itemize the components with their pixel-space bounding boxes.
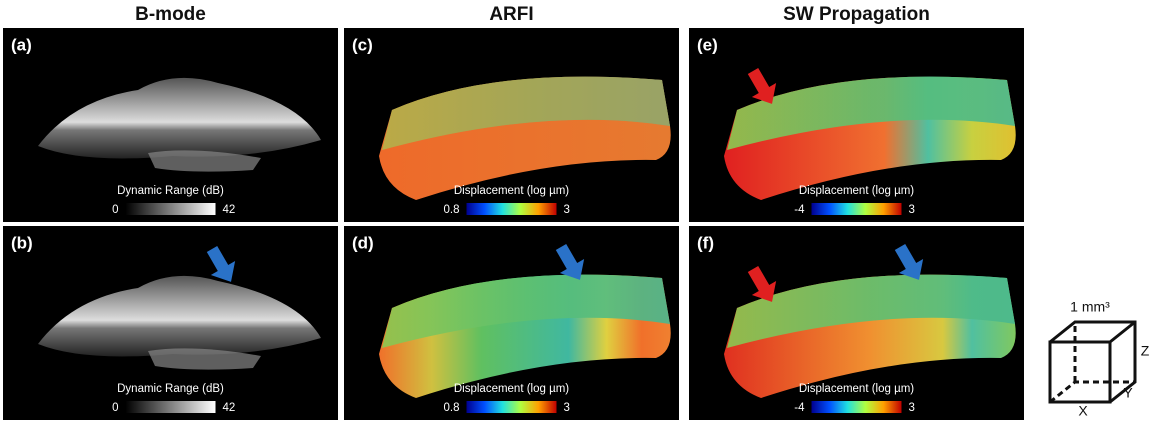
panel-label: (e) (697, 35, 718, 54)
panel-label: (d) (352, 233, 374, 252)
colorbar (126, 401, 216, 413)
colorbar-max: 3 (909, 402, 915, 414)
axis-z-label: Z (1141, 343, 1150, 359)
axis-x-label: X (1078, 403, 1088, 419)
column-title: ARFI (489, 4, 533, 25)
panel: (b) Dynamic Range (dB) 0 42 (3, 226, 338, 420)
panel: (f) Displacement (log µm) -4 3 (689, 226, 1024, 420)
colorbar-min: 0 (112, 402, 118, 414)
panel-label: (f) (697, 233, 714, 252)
panel: (c) Displacement (log µm) 0.8 3 (344, 28, 679, 222)
colorbar (467, 401, 557, 413)
axis-y-label: Y (1123, 385, 1133, 401)
colorbar-title: Displacement (log µm) (454, 185, 569, 197)
colorbar-min: -4 (794, 204, 805, 216)
colorbar-title: Displacement (log µm) (799, 185, 914, 197)
panel: (e) Displacement (log µm) -4 3 (689, 28, 1024, 222)
figure: B-mode ARFI SW Propagation (a) Dynamic Rang… (0, 0, 1155, 422)
panel: (d) Displacement (log µm) 0.8 3 (344, 226, 679, 420)
colorbar-title: Displacement (log µm) (454, 383, 569, 395)
colorbar (812, 401, 902, 413)
colorbar (812, 203, 902, 215)
colorbar-max: 42 (223, 204, 236, 216)
panel-label: (b) (11, 233, 33, 252)
colorbar-min: 0.8 (444, 204, 460, 216)
panel: (a) Dynamic Range (dB) 0 42 (3, 28, 338, 222)
colorbar (467, 203, 557, 215)
colorbar-min: 0.8 (444, 402, 460, 414)
colorbar-title: Dynamic Range (dB) (117, 185, 224, 197)
colorbar-max: 3 (564, 402, 570, 414)
scale-cube (1050, 322, 1135, 402)
colorbar-min: -4 (794, 402, 805, 414)
colorbar-min: 0 (112, 204, 118, 216)
colorbar-max: 3 (909, 204, 915, 216)
colorbar-title: Displacement (log µm) (799, 383, 914, 395)
colorbar-max: 42 (223, 402, 236, 414)
colorbar-title: Dynamic Range (dB) (117, 383, 224, 395)
scale-label: 1 mm³ (1070, 299, 1110, 315)
colorbar-max: 3 (564, 204, 570, 216)
column-title: B-mode (135, 4, 206, 25)
panel-label: (c) (352, 35, 373, 54)
column-title: SW Propagation (783, 4, 930, 25)
colorbar (126, 203, 216, 215)
panel-label: (a) (11, 35, 32, 54)
